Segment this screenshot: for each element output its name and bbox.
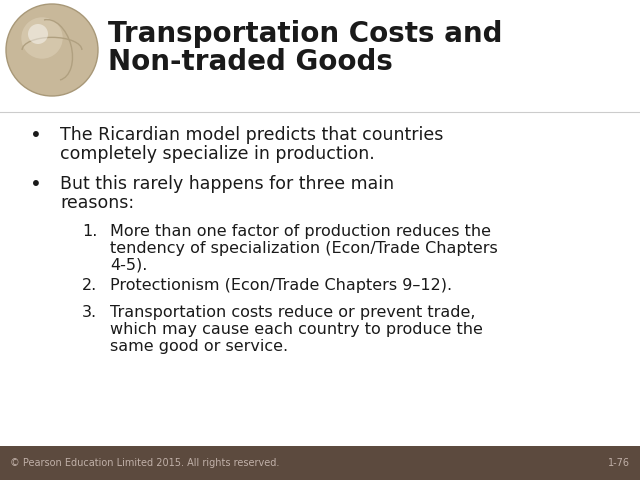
Text: 1-76: 1-76	[608, 458, 630, 468]
Bar	[0, 446, 640, 480]
Text: 3.: 3.	[82, 305, 97, 320]
Text: But this rarely happens for three main: But this rarely happens for three main	[60, 175, 394, 193]
Circle shape	[6, 4, 98, 96]
Text: © Pearson Education Limited 2015. All rights reserved.: © Pearson Education Limited 2015. All ri…	[10, 458, 280, 468]
Text: Non-traded Goods: Non-traded Goods	[108, 48, 393, 76]
Text: Protectionism (Econ/Trade Chapters 9–12).: Protectionism (Econ/Trade Chapters 9–12)…	[110, 278, 452, 293]
Text: tendency of specialization (Econ/Trade Chapters: tendency of specialization (Econ/Trade C…	[110, 241, 498, 256]
Circle shape	[21, 17, 63, 59]
Circle shape	[28, 24, 48, 44]
Text: reasons:: reasons:	[60, 194, 134, 212]
Text: Transportation Costs and: Transportation Costs and	[108, 20, 502, 48]
Text: 2.: 2.	[82, 278, 97, 293]
Text: More than one factor of production reduces the: More than one factor of production reduc…	[110, 224, 491, 239]
Text: 1.: 1.	[82, 224, 97, 239]
Text: The Ricardian model predicts that countries: The Ricardian model predicts that countr…	[60, 126, 444, 144]
Text: Transportation costs reduce or prevent trade,: Transportation costs reduce or prevent t…	[110, 305, 476, 320]
Text: •: •	[30, 175, 42, 194]
Text: which may cause each country to produce the: which may cause each country to produce …	[110, 322, 483, 336]
Text: •: •	[30, 126, 42, 145]
Text: 4-5).: 4-5).	[110, 258, 147, 273]
Text: same good or service.: same good or service.	[110, 338, 288, 354]
Text: completely specialize in production.: completely specialize in production.	[60, 145, 375, 163]
